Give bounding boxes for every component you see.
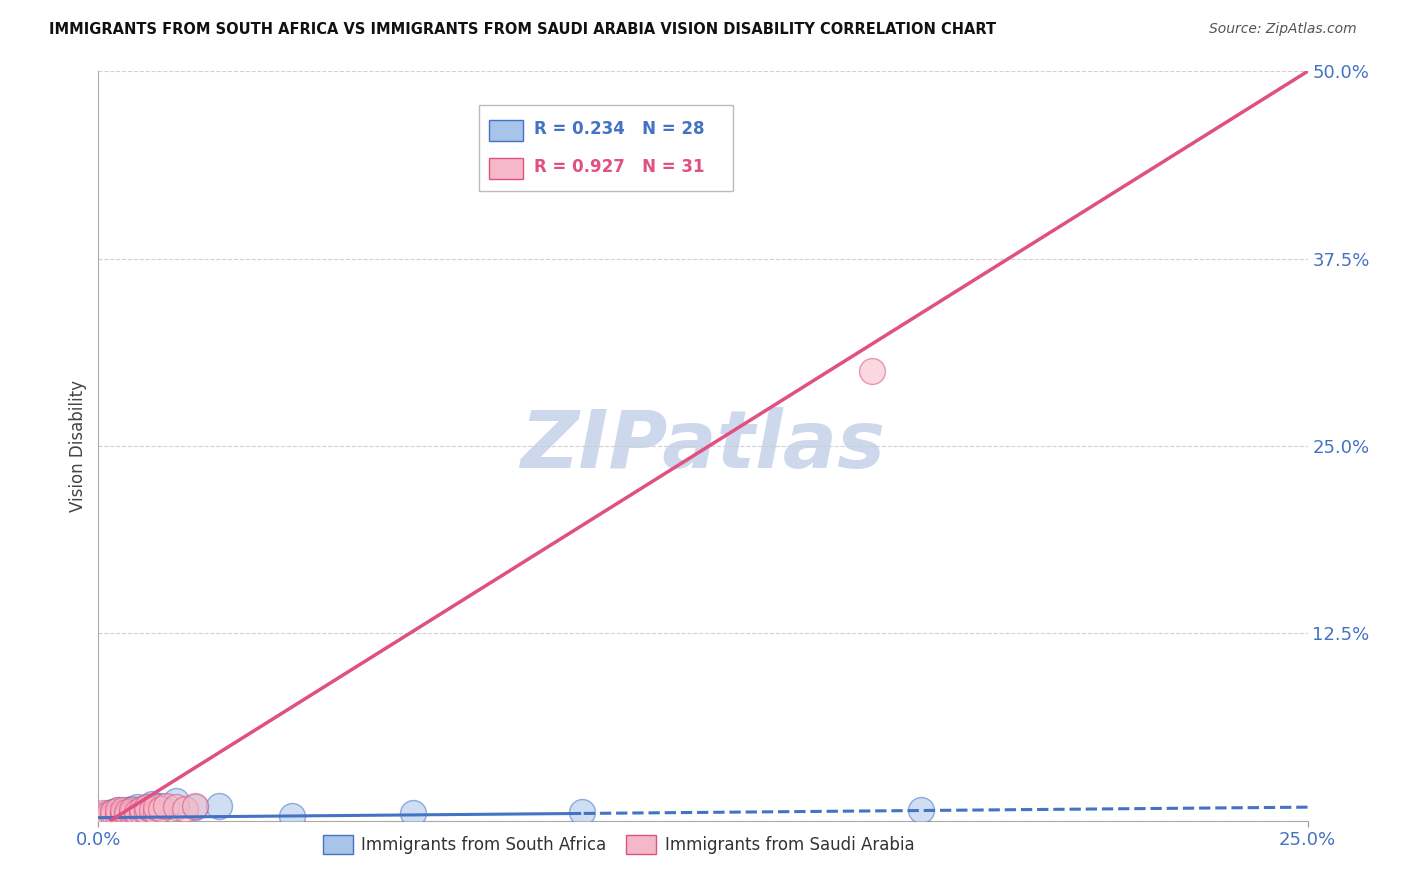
Point (117, 805, 139, 819)
Point (107, 806, 129, 821)
Point (101, 809, 124, 823)
Point (135, 805, 157, 819)
Text: IMMIGRANTS FROM SOUTH AFRICA VS IMMIGRANTS FROM SAUDI ARABIA VISION DISABILITY C: IMMIGRANTS FROM SOUTH AFRICA VS IMMIGRAN… (49, 22, 997, 37)
Point (141, 797, 163, 812)
Point (97, 811, 120, 825)
Point (117, 807, 139, 822)
Point (111, 809, 134, 823)
Text: R = 0.234   N = 28: R = 0.234 N = 28 (534, 120, 704, 138)
Point (145, 800, 167, 814)
Point (135, 800, 157, 814)
Point (165, 794, 187, 808)
Point (91, 807, 114, 822)
Point (131, 802, 153, 816)
Point (111, 803, 134, 817)
Point (571, 805, 593, 819)
Point (402, 806, 425, 821)
Text: ZIPatlas: ZIPatlas (520, 407, 886, 485)
Point (121, 802, 143, 816)
Point (910, 803, 932, 817)
Point (121, 805, 143, 819)
Point (111, 805, 134, 819)
Point (184, 798, 207, 813)
Point (155, 798, 177, 813)
FancyBboxPatch shape (489, 120, 523, 141)
FancyBboxPatch shape (479, 105, 734, 191)
Point (91, 809, 114, 823)
Point (145, 805, 167, 819)
Point (141, 803, 163, 817)
Point (121, 806, 143, 821)
Point (111, 807, 134, 822)
Point (121, 803, 143, 817)
Point (860, 364, 883, 378)
Point (127, 805, 149, 819)
Point (150, 798, 173, 813)
Point (127, 800, 149, 814)
Point (101, 807, 124, 822)
Point (101, 805, 124, 819)
Legend: Immigrants from South Africa, Immigrants from Saudi Arabia: Immigrants from South Africa, Immigrants… (316, 829, 921, 861)
Point (91, 806, 114, 821)
Point (131, 806, 153, 821)
Point (111, 809, 134, 823)
Text: Source: ZipAtlas.com: Source: ZipAtlas.com (1209, 22, 1357, 37)
Point (174, 802, 197, 816)
Point (165, 800, 187, 814)
Point (131, 805, 153, 819)
Point (117, 803, 139, 817)
Point (127, 803, 149, 817)
Point (97, 806, 120, 821)
Point (150, 802, 173, 816)
Point (107, 803, 129, 817)
Point (101, 805, 124, 819)
Point (281, 809, 304, 823)
Point (127, 807, 149, 822)
Y-axis label: Vision Disability: Vision Disability (69, 380, 87, 512)
Point (101, 809, 124, 823)
Point (184, 800, 207, 814)
Point (208, 798, 231, 813)
Text: R = 0.927   N = 31: R = 0.927 N = 31 (534, 158, 704, 176)
Point (135, 800, 157, 814)
Point (117, 806, 139, 821)
FancyBboxPatch shape (489, 158, 523, 178)
Point (97, 807, 120, 822)
Point (121, 809, 143, 823)
Point (107, 807, 129, 822)
Point (107, 803, 129, 817)
Point (111, 806, 134, 821)
Point (97, 811, 120, 825)
